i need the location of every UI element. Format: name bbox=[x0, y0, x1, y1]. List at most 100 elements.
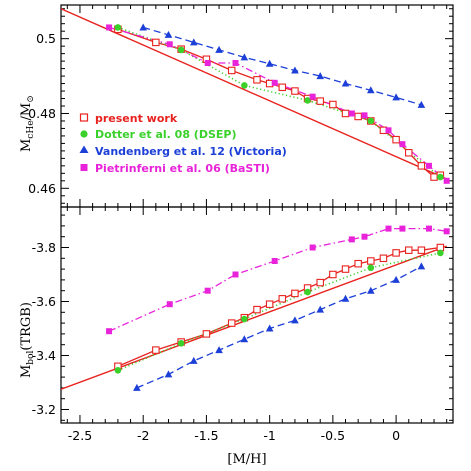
data-point-pietrinferni-et-al-06-basti- bbox=[106, 24, 113, 31]
data-point-present-work bbox=[278, 83, 287, 92]
data-point-vandenberg-et-al-12-victoria- bbox=[291, 66, 299, 74]
bottom-y-axis-title: Mbol(TRGB) bbox=[19, 302, 36, 378]
data-point-dotter-et-al-08-dsep- bbox=[114, 367, 122, 374]
series-line-dotter-et-al-08-dsep- bbox=[117, 252, 441, 372]
data-point-dotter-et-al-08-dsep- bbox=[437, 173, 444, 181]
legend: present work Dotter et al. 08 (DSEP) Van… bbox=[79, 112, 287, 175]
data-point-present-work bbox=[392, 135, 400, 144]
data-point-present-work bbox=[316, 278, 324, 287]
data-point-dotter-et-al-08-dsep- bbox=[367, 264, 375, 272]
data-point-vandenberg-et-al-12-victoria- bbox=[240, 335, 249, 343]
y-tick-label: -3.2 bbox=[32, 402, 56, 417]
data-point-present-work bbox=[152, 38, 160, 47]
fit-line-present-work bbox=[61, 245, 447, 390]
data-point-present-work bbox=[341, 265, 350, 273]
data-point-vandenberg-et-al-12-victoria- bbox=[139, 23, 147, 31]
data-point-vandenberg-et-al-12-victoria- bbox=[240, 53, 249, 61]
data-point-pietrinferni-et-al-06-basti- bbox=[385, 225, 392, 232]
data-point-present-work bbox=[227, 66, 236, 75]
data-point-vandenberg-et-al-12-victoria- bbox=[367, 86, 375, 94]
data-point-vandenberg-et-al-12-victoria- bbox=[367, 286, 375, 294]
y-tick-label: -3.6 bbox=[32, 294, 56, 309]
data-point-present-work bbox=[253, 305, 261, 314]
data-point-dotter-et-al-08-dsep- bbox=[367, 117, 375, 125]
x-tick-label: 0 bbox=[392, 428, 400, 443]
data-point-pietrinferni-et-al-06-basti- bbox=[425, 162, 432, 169]
legend-label-present-work: present work bbox=[95, 112, 178, 125]
data-point-present-work bbox=[316, 97, 324, 105]
series-line-vandenberg-et-al-12-victoria- bbox=[136, 265, 422, 389]
data-point-pietrinferni-et-al-06-basti- bbox=[271, 79, 278, 86]
data-point-pietrinferni-et-al-06-basti- bbox=[348, 110, 355, 117]
data-point-dotter-et-al-08-dsep- bbox=[114, 24, 122, 31]
y-tick-label: 0.46 bbox=[28, 181, 56, 196]
data-point-vandenberg-et-al-12-victoria- bbox=[164, 370, 173, 378]
data-point-present-work bbox=[379, 254, 388, 263]
data-point-present-work bbox=[329, 100, 337, 109]
y-tick-label: 0.48 bbox=[28, 106, 56, 121]
legend-entry-pietrinferni: Pietrinferni et al. 06 (BaSTI) bbox=[80, 162, 270, 175]
data-point-pietrinferni-et-al-06-basti- bbox=[309, 93, 316, 100]
legend-marker-dotter bbox=[80, 130, 88, 138]
data-point-pietrinferni-et-al-06-basti- bbox=[425, 225, 432, 232]
data-point-present-work bbox=[404, 246, 413, 254]
data-point-pietrinferni-et-al-06-basti- bbox=[399, 141, 406, 148]
data-point-present-work bbox=[227, 319, 236, 327]
data-point-present-work bbox=[354, 259, 362, 268]
series-line-present-work bbox=[117, 246, 441, 367]
data-point-vandenberg-et-al-12-victoria- bbox=[341, 294, 350, 302]
bottom-panel: -3.2 -3.4 -3.6 -3.8 -2.5 -2 -1.5 -1 -0.5 0 bbox=[32, 206, 454, 443]
data-point-vandenberg-et-al-12-victoria- bbox=[341, 79, 350, 87]
data-point-dotter-et-al-08-dsep- bbox=[304, 288, 311, 296]
legend-label-dotter: Dotter et al. 08 (DSEP) bbox=[95, 128, 237, 141]
data-point-vandenberg-et-al-12-victoria- bbox=[417, 262, 426, 270]
data-point-dotter-et-al-08-dsep- bbox=[304, 97, 311, 104]
data-point-vandenberg-et-al-12-victoria- bbox=[316, 305, 325, 313]
legend-marker-present-work bbox=[79, 113, 89, 122]
data-point-present-work bbox=[253, 76, 261, 84]
data-point-vandenberg-et-al-12-victoria- bbox=[392, 93, 400, 101]
data-point-present-work bbox=[430, 173, 438, 181]
panel-frame bbox=[60, 206, 454, 424]
legend-entry-vandenberg: Vandenberg et al. 12 (Victoria) bbox=[79, 145, 287, 158]
data-point-vandenberg-et-al-12-victoria- bbox=[291, 316, 299, 324]
y-tick-label: -3.4 bbox=[32, 348, 56, 363]
x-tick-label: -1.5 bbox=[194, 428, 218, 443]
data-point-present-work bbox=[404, 149, 413, 157]
legend-entry-present-work: present work bbox=[79, 112, 178, 125]
data-point-present-work bbox=[417, 162, 426, 170]
x-tick-label: -2.5 bbox=[68, 428, 92, 443]
data-point-present-work bbox=[341, 109, 350, 118]
data-point-pietrinferni-et-al-06-basti- bbox=[385, 127, 392, 134]
x-tick-label: -2 bbox=[137, 428, 149, 443]
data-point-pietrinferni-et-al-06-basti- bbox=[166, 41, 173, 48]
data-point-present-work bbox=[367, 257, 375, 265]
data-point-present-work bbox=[291, 87, 299, 95]
x-axis-title: [M/H] bbox=[227, 452, 266, 467]
data-point-vandenberg-et-al-12-victoria- bbox=[189, 38, 198, 46]
data-point-pietrinferni-et-al-06-basti- bbox=[204, 59, 211, 66]
data-point-dotter-et-al-08-dsep- bbox=[177, 46, 185, 54]
data-point-vandenberg-et-al-12-victoria- bbox=[417, 100, 426, 108]
top-y-axis-title: McHe/M⊙ bbox=[19, 95, 36, 152]
data-point-pietrinferni-et-al-06-basti- bbox=[399, 225, 406, 232]
legend-label-vandenberg: Vandenberg et al. 12 (Victoria) bbox=[95, 145, 287, 158]
data-point-vandenberg-et-al-12-victoria- bbox=[265, 324, 274, 332]
data-point-present-work bbox=[291, 289, 299, 298]
data-point-present-work bbox=[354, 112, 362, 121]
data-point-pietrinferni-et-al-06-basti- bbox=[106, 328, 113, 335]
data-point-present-work bbox=[265, 300, 274, 308]
data-point-present-work bbox=[278, 295, 287, 303]
data-point-pietrinferni-et-al-06-basti- bbox=[204, 287, 211, 294]
data-point-pietrinferni-et-al-06-basti- bbox=[348, 236, 355, 243]
data-point-present-work bbox=[152, 346, 160, 354]
legend-label-pietrinferni: Pietrinferni et al. 06 (BaSTI) bbox=[95, 162, 270, 175]
fit-line-present-work bbox=[61, 8, 447, 180]
legend-marker-vandenberg bbox=[79, 145, 89, 153]
data-point-present-work bbox=[329, 270, 337, 279]
data-point-present-work bbox=[417, 246, 426, 254]
data-point-vandenberg-et-al-12-victoria- bbox=[215, 346, 223, 354]
data-point-pietrinferni-et-al-06-basti- bbox=[443, 228, 450, 235]
data-point-dotter-et-al-08-dsep- bbox=[241, 82, 248, 89]
data-point-vandenberg-et-al-12-victoria- bbox=[215, 45, 223, 53]
